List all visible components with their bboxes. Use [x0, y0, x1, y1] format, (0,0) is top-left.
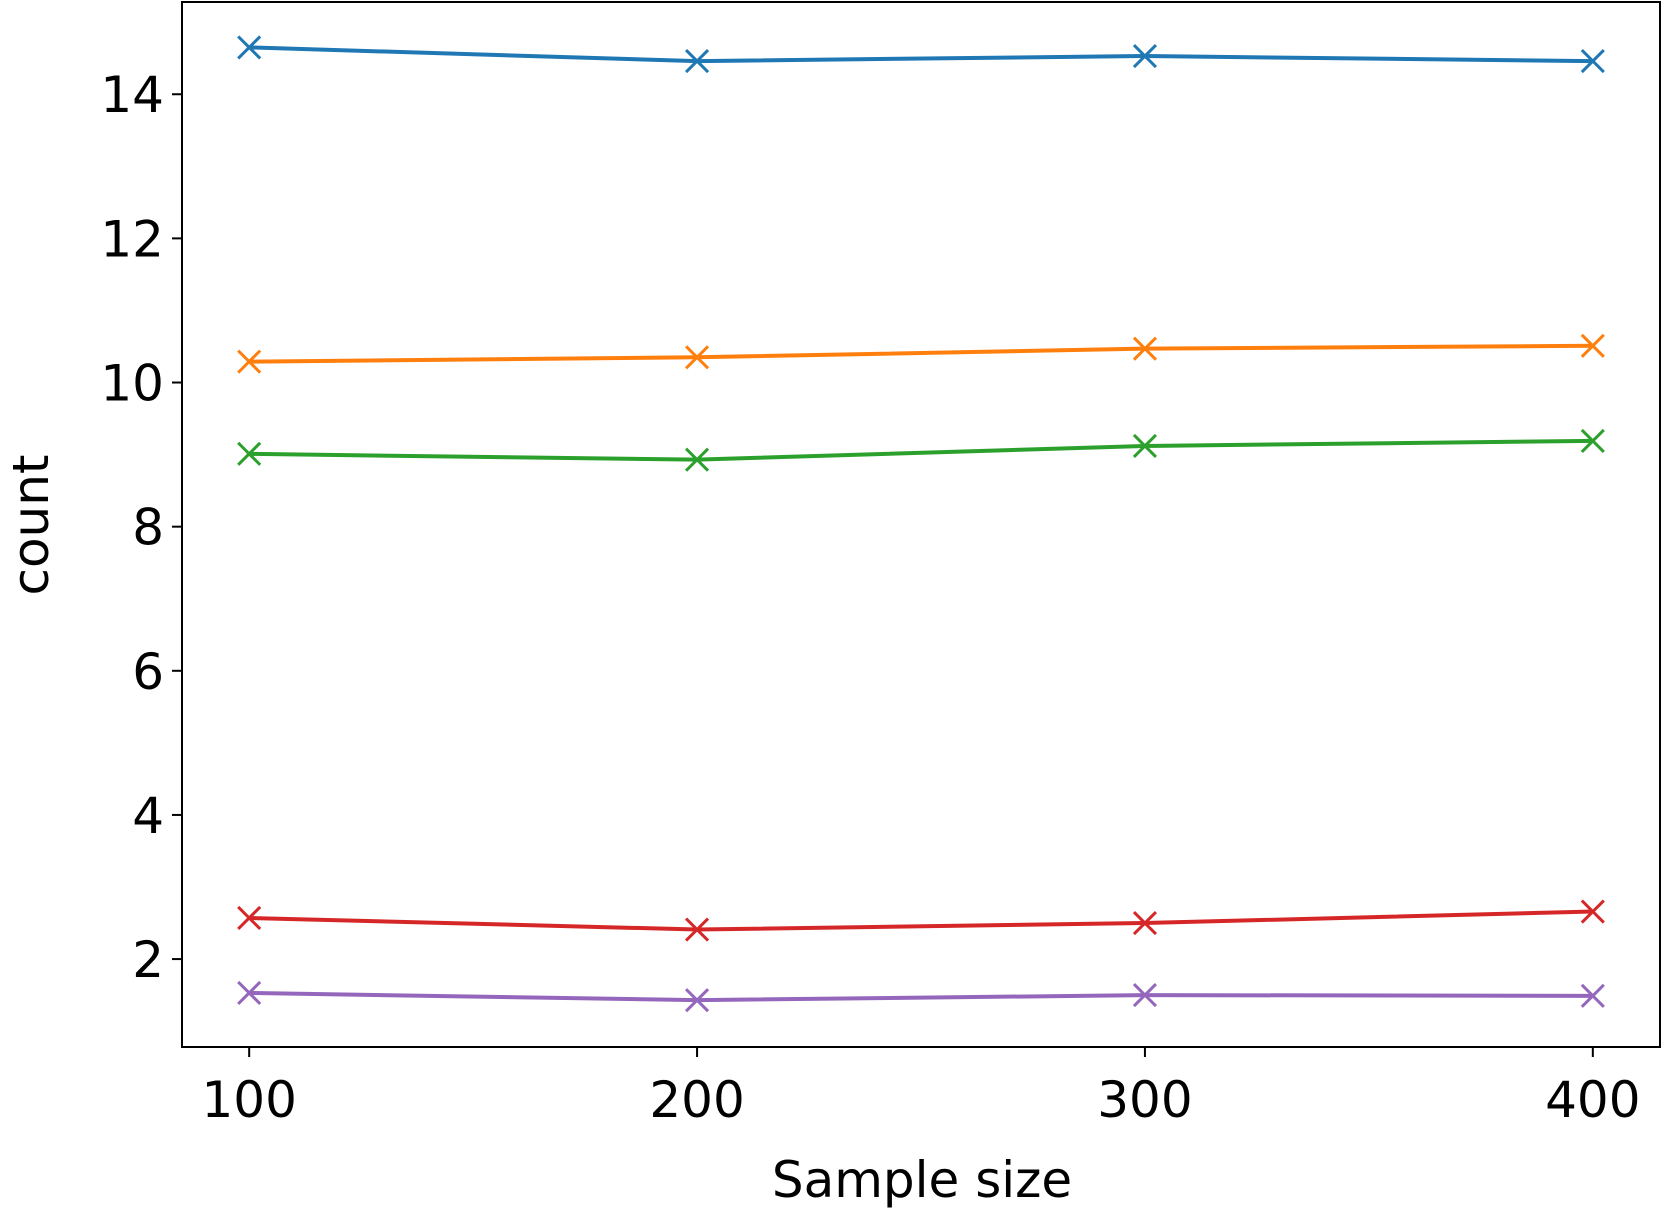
marker [685, 447, 710, 472]
marker [685, 988, 710, 1013]
series-line [249, 438, 1593, 462]
marker [1580, 333, 1605, 358]
marker [1132, 983, 1158, 1008]
marker [685, 917, 710, 942]
y-tick-label: 14 [100, 66, 164, 124]
marker [1580, 49, 1605, 74]
y-tick-label: 6 [132, 643, 164, 701]
marker [1132, 43, 1158, 69]
y-tick-label: 4 [132, 787, 164, 845]
plot-frame [181, 1, 1661, 1048]
marker [237, 980, 262, 1006]
series-line [249, 990, 1593, 1003]
x-tick-label: 300 [1097, 1071, 1192, 1129]
marker [685, 345, 710, 370]
y-tick-label: 2 [132, 931, 164, 989]
x-tick-label: 100 [201, 1071, 296, 1129]
x-tick-label: 400 [1545, 1071, 1640, 1129]
marker [1580, 428, 1605, 453]
series-line [249, 909, 1593, 932]
x-axis-label: Sample size [772, 1151, 1072, 1209]
marker [237, 35, 262, 60]
marker [237, 441, 262, 466]
y-tick-label: 10 [100, 355, 164, 413]
y-tick-label: 12 [100, 210, 164, 268]
marker [685, 49, 710, 74]
marker [1580, 899, 1605, 924]
marker [1132, 910, 1158, 936]
marker [237, 349, 262, 374]
series-line [249, 343, 1593, 364]
x-tick-label: 200 [649, 1071, 744, 1129]
y-tick-label: 8 [132, 499, 164, 557]
marker [237, 905, 262, 931]
series-line [249, 45, 1593, 64]
y-axis-label: count [2, 454, 60, 595]
marker [1132, 336, 1158, 361]
marker [1580, 983, 1605, 1008]
marker [1132, 433, 1158, 459]
